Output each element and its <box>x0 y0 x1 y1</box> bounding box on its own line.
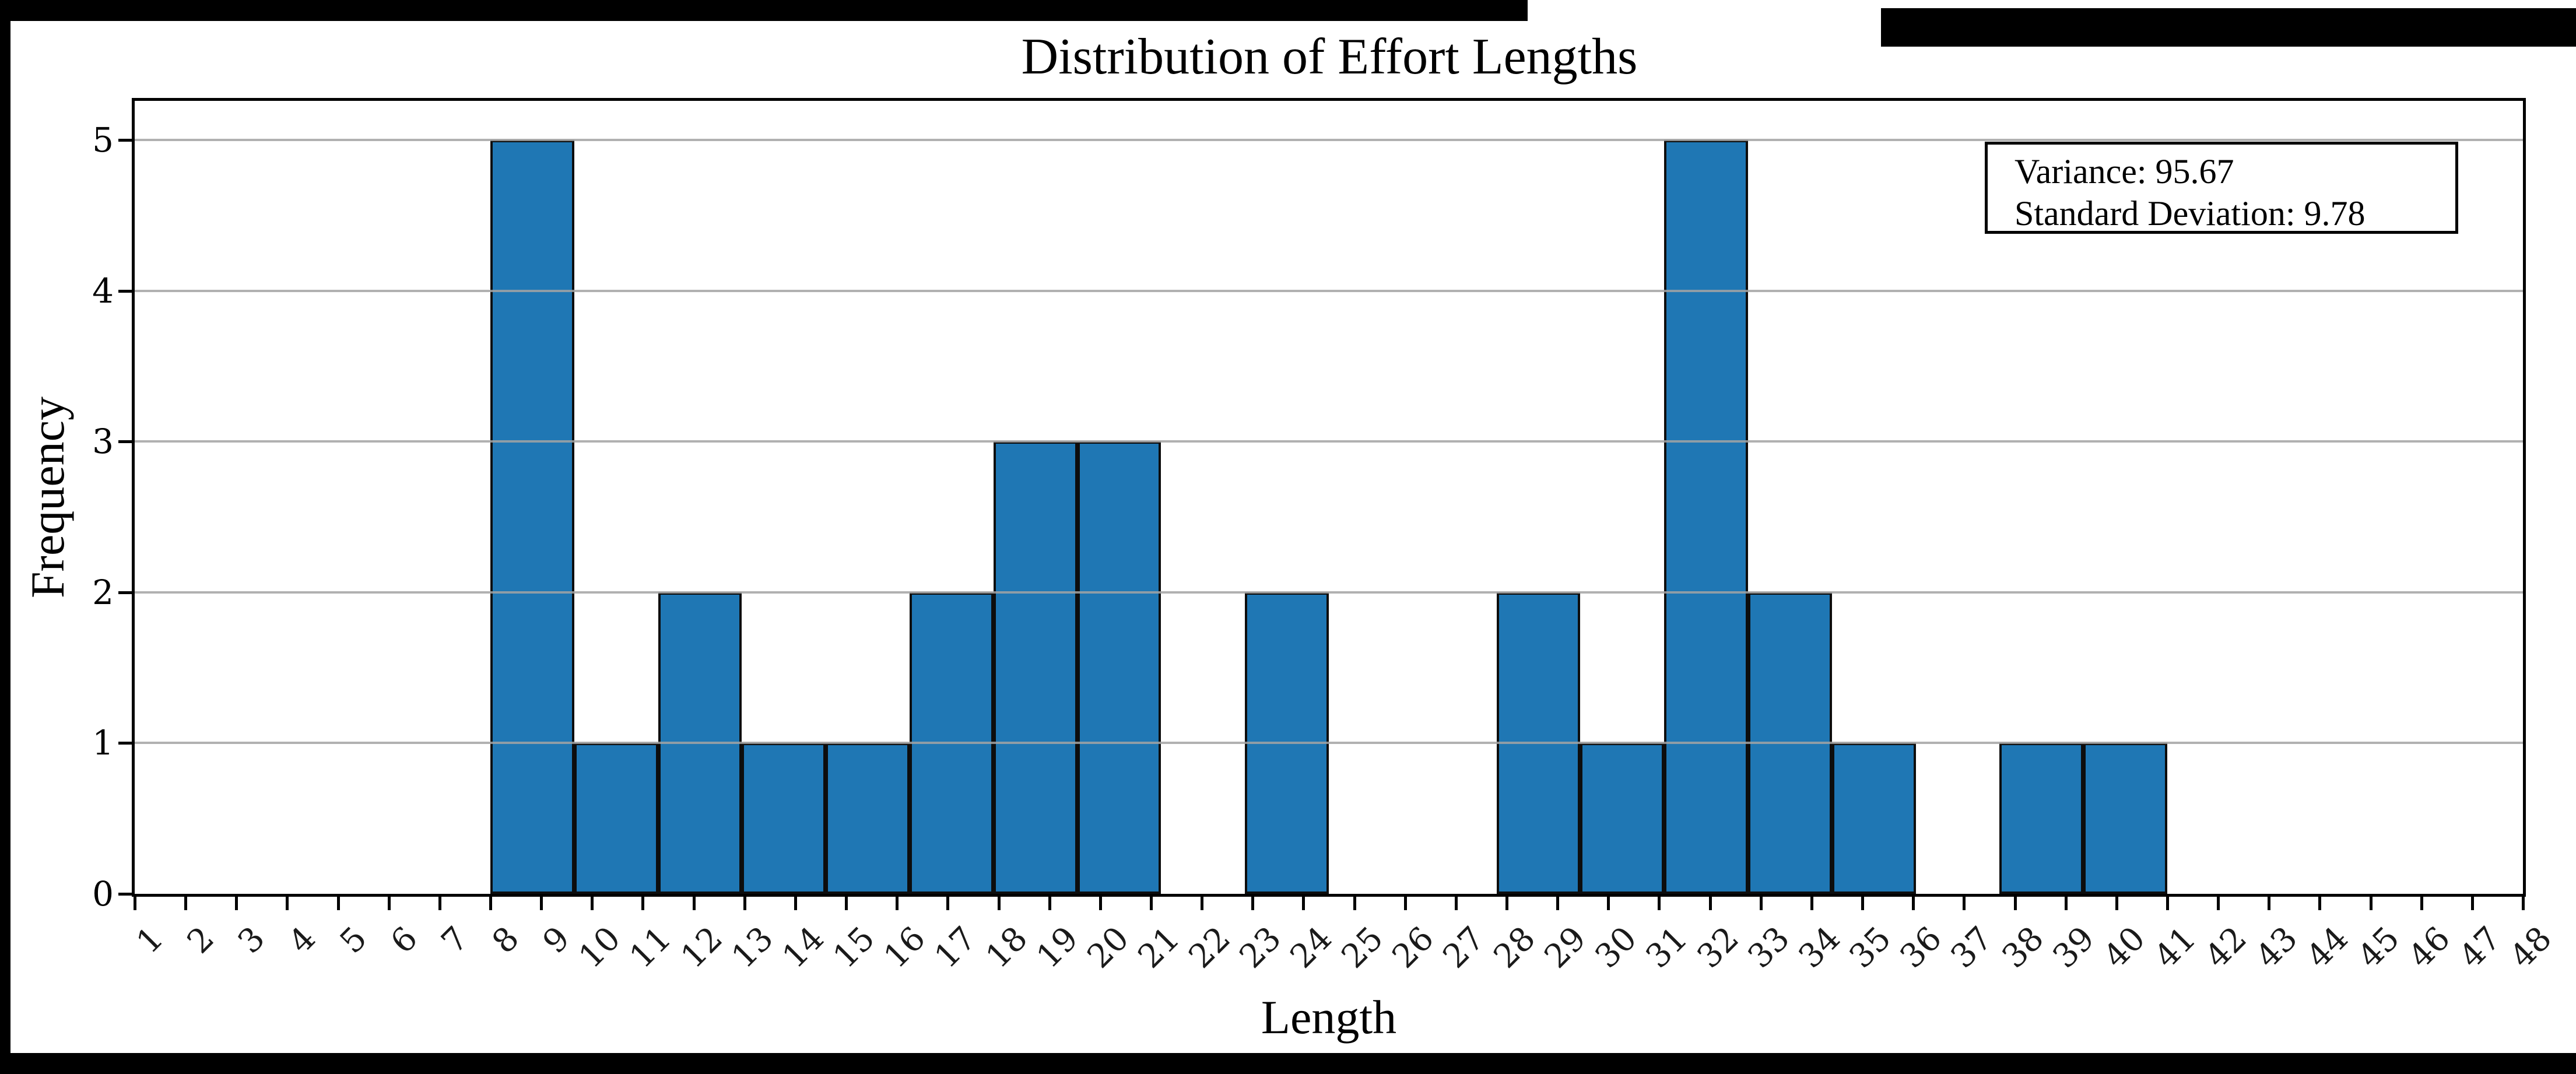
x-tick <box>1403 894 1407 910</box>
x-tick <box>946 894 950 910</box>
x-tick <box>387 894 391 910</box>
x-axis-label: Length <box>1261 991 1397 1044</box>
x-tick <box>2369 894 2373 910</box>
x-tick <box>2166 894 2169 910</box>
x-tick <box>1251 894 1255 910</box>
y-tick-label: 3 <box>92 422 114 462</box>
y-tick-label: 4 <box>92 271 114 311</box>
x-tick <box>743 894 746 910</box>
histogram-bar <box>1077 441 1161 894</box>
x-tick <box>1048 894 1051 910</box>
x-tick <box>1607 894 1610 910</box>
frame-top-right-bar <box>1881 8 2576 47</box>
x-tick <box>1353 894 1356 910</box>
x-tick <box>1302 894 1305 910</box>
histogram-bar <box>826 743 910 894</box>
y-tick-label: 5 <box>92 120 114 160</box>
x-tick <box>641 894 645 910</box>
x-tick <box>1708 894 1712 910</box>
x-tick <box>1505 894 1509 910</box>
x-tick <box>845 894 848 910</box>
x-tick <box>184 894 188 910</box>
gridline <box>135 440 2523 443</box>
histogram-bar <box>490 140 574 894</box>
x-tick <box>2470 894 2474 910</box>
x-tick <box>2420 894 2423 910</box>
x-tick <box>1963 894 1966 910</box>
frame-top-left-bar <box>0 0 1528 20</box>
x-tick <box>134 894 136 910</box>
stats-annotation-box: Variance: 95.67 Standard Deviation: 9.78 <box>1985 142 2458 234</box>
x-tick <box>1759 894 1763 910</box>
y-tick-label: 0 <box>92 874 114 914</box>
x-tick <box>438 894 441 910</box>
gridline <box>135 591 2523 594</box>
x-tick <box>2064 894 2068 910</box>
x-tick <box>1149 894 1153 910</box>
y-tick <box>118 893 135 896</box>
y-tick <box>118 289 135 293</box>
x-tick <box>692 894 696 910</box>
x-tick <box>1454 894 1458 910</box>
y-tick <box>118 139 135 142</box>
x-tick <box>1658 894 1661 910</box>
x-tick <box>235 894 238 910</box>
x-tick <box>591 894 594 910</box>
histogram-bar <box>1580 743 1665 894</box>
y-tick <box>118 440 135 444</box>
x-tick <box>336 894 340 910</box>
x-tick <box>286 894 289 910</box>
x-tick <box>794 894 797 910</box>
y-tick-label: 1 <box>92 723 114 763</box>
x-tick <box>489 894 493 910</box>
x-tick <box>2268 894 2271 910</box>
x-tick <box>2522 894 2525 910</box>
x-tick <box>1861 894 1865 910</box>
histogram-bar <box>574 743 658 894</box>
x-tick <box>540 894 543 910</box>
x-tick <box>2217 894 2220 910</box>
x-tick <box>1099 894 1102 910</box>
gridline <box>135 289 2523 292</box>
variance-text: Variance: 95.67 <box>2015 152 2234 191</box>
x-tick <box>2115 894 2118 910</box>
x-tick <box>1556 894 1560 910</box>
histogram-bar <box>2083 743 2167 894</box>
x-tick <box>1201 894 1204 910</box>
y-tick-label: 2 <box>92 572 114 612</box>
y-tick <box>118 742 135 745</box>
x-tick <box>2318 894 2322 910</box>
std-dev-text: Standard Deviation: 9.78 <box>2015 194 2366 233</box>
x-tick <box>997 894 1001 910</box>
histogram-bar <box>1664 140 1748 894</box>
y-tick <box>118 591 135 594</box>
x-tick <box>1810 894 1813 910</box>
x-tick <box>2013 894 2017 910</box>
histogram-bar <box>993 441 1078 894</box>
frame-bottom-bar <box>0 1053 2576 1074</box>
gridline <box>135 139 2523 142</box>
histogram-bar <box>1999 743 2084 894</box>
chart-title: Distribution of Effort Lengths <box>1021 29 1638 85</box>
histogram-bar <box>742 743 826 894</box>
x-tick <box>1912 894 1915 910</box>
histogram-bar <box>1831 743 1916 894</box>
gridline <box>135 742 2523 745</box>
x-tick <box>896 894 899 910</box>
